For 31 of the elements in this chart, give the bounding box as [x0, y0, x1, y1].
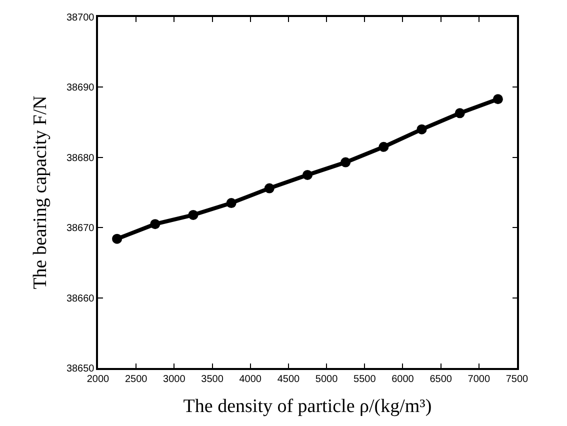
point — [492, 94, 503, 104]
x-axis-title: The density of particle ρ/(kg/m³) — [183, 396, 432, 418]
point — [454, 108, 465, 118]
x-tick-label: 3000 — [163, 374, 186, 385]
point — [226, 198, 236, 208]
point — [416, 124, 427, 134]
y-tick-label: 38670 — [66, 223, 95, 234]
x-tick-label: 4500 — [277, 374, 300, 385]
y-tick-label: 38690 — [66, 82, 95, 94]
point — [150, 219, 160, 230]
x-tick-label: 5000 — [315, 374, 338, 385]
x-tick-label: 6500 — [430, 374, 452, 385]
point — [188, 210, 198, 220]
x-tick-label: 4000 — [239, 374, 262, 385]
x-tick-label: 7500 — [506, 374, 529, 385]
y-tick-label: 38660 — [66, 293, 95, 304]
point — [302, 170, 312, 180]
x-tick-label: 6000 — [392, 374, 414, 385]
x-tick-label: 2000 — [86, 374, 110, 385]
x-tick-label: 3500 — [201, 374, 224, 385]
y-axis-title: The bearing capacity F/N — [30, 95, 51, 290]
x-tick-label: 7000 — [468, 374, 490, 385]
y-tick-label: 38680 — [66, 152, 95, 164]
point — [264, 183, 274, 194]
y-tick-label: 38650 — [66, 364, 95, 374]
x-tick-label: 5500 — [354, 374, 376, 385]
point — [340, 157, 351, 168]
point — [112, 234, 122, 244]
y-tick-label: 38700 — [66, 12, 95, 24]
x-tick-label: 2500 — [124, 374, 148, 385]
point — [378, 142, 389, 152]
